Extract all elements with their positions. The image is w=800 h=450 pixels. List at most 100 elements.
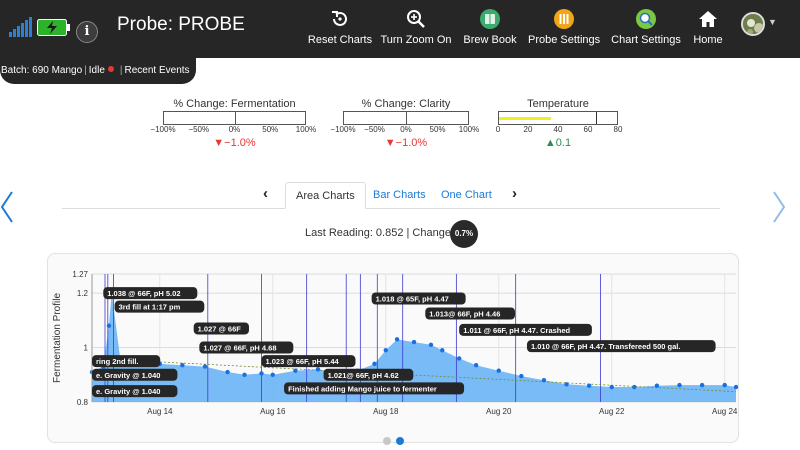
- brew-book-label: Brew Book: [463, 34, 517, 46]
- data-point: [270, 372, 275, 377]
- trend-line: [91, 358, 737, 393]
- chart-tabs: Area Charts Bar Charts One Chart: [62, 182, 720, 209]
- last-reading: Last Reading: 0.852 | Change:: [305, 227, 455, 239]
- gauge-ticks: −100% −50% 0% 50% 100%: [330, 125, 480, 134]
- data-point: [519, 373, 524, 379]
- turn-zoom-on-button[interactable]: Turn Zoom On: [380, 9, 452, 49]
- previous-page-arrow-icon[interactable]: [0, 190, 14, 224]
- idle-indicator-dot: [107, 66, 114, 72]
- zoom-icon: [407, 10, 425, 28]
- x-tick-label: Aug 20: [486, 407, 512, 416]
- y-tick-label: 0.8: [77, 398, 89, 407]
- tab-one-chart[interactable]: One Chart: [441, 189, 492, 201]
- data-point: [180, 363, 185, 368]
- probe-settings-label: Probe Settings: [528, 34, 601, 46]
- gauge-title: % Change: Fermentation: [173, 98, 296, 110]
- battery-charging-icon: [37, 19, 70, 36]
- chart-settings-button[interactable]: Chart Settings: [610, 9, 682, 49]
- annotation-label: 1.011 @ 66F, pH 4.47. Crashed: [463, 326, 570, 335]
- annotation-label: 3rd fill at 1:17 pm: [119, 303, 181, 312]
- pager-dot-2[interactable]: [396, 437, 404, 445]
- signal-strength-icon: [9, 17, 32, 37]
- account-menu-caret-icon[interactable]: ▼: [768, 17, 777, 27]
- recent-events-link[interactable]: Recent Events: [124, 65, 190, 76]
- gauge-value: ▼−1.0%: [213, 137, 256, 149]
- data-point: [315, 367, 321, 372]
- probe-settings-button[interactable]: Probe Settings: [528, 9, 600, 49]
- annotation-label: e. Gravity @ 1.040: [96, 387, 160, 396]
- annotation-label: 1.021@ 66F, pH 4.62: [328, 371, 399, 380]
- data-point: [456, 356, 462, 361]
- pager-dot-1[interactable]: [383, 437, 391, 445]
- annotation-label: 1.018 @ 65F, pH 4.47: [376, 295, 449, 304]
- page-title: Probe: PROBE: [117, 14, 245, 35]
- tabs-prev-arrow[interactable]: ‹: [263, 185, 268, 202]
- annotation-label-box: [526, 340, 716, 353]
- fermentation-chart[interactable]: 0.8 1 1.2 1.27 Aug 14 Aug 16 Aug 18 Aug 20 Aug 2…: [48, 254, 740, 444]
- fermentation-change-gauge: % Change: Fermentation −100% −50% 0% 50%…: [150, 98, 316, 149]
- book-icon: [480, 9, 500, 29]
- data-point: [372, 361, 377, 367]
- data-point: [564, 382, 569, 387]
- annotation-label-box: [459, 323, 592, 336]
- y-axis-label: Fermentation Profile: [52, 293, 63, 383]
- annotation-label: 1.023 @ 66F, pH 5.44: [265, 357, 339, 366]
- gauge-title: Temperature: [527, 98, 589, 110]
- batch-name: Batch: 690 Mango: [1, 65, 83, 76]
- data-point: [202, 364, 208, 369]
- gauge-ticks: 0 20 40 60 80: [495, 125, 623, 134]
- home-label: Home: [693, 34, 723, 46]
- temperature-marker: [595, 112, 597, 124]
- status-bar: Batch: 690 Mango | Idle | Recent Events: [0, 58, 196, 84]
- clarity-change-gauge: % Change: Clarity −100% −50% 0% 50% 100%…: [330, 98, 480, 149]
- probe-state: Idle: [88, 65, 105, 76]
- x-tick-label: Aug 14: [147, 407, 173, 416]
- fermentation-chart-panel: 0.8 1 1.2 1.27 Aug 14 Aug 16 Aug 18 Aug 20 Aug 2…: [47, 253, 739, 443]
- y-tick-label: 1: [84, 344, 89, 353]
- x-tick-label: Aug 22: [599, 407, 625, 416]
- reset-charts-button[interactable]: Reset Charts: [305, 9, 375, 49]
- annotation-label-box: [92, 355, 161, 368]
- home-button[interactable]: Home: [690, 9, 726, 49]
- annotation-label: 1.027 @ 66F, pH 4.68: [203, 344, 276, 353]
- temperature-fill: [499, 117, 551, 120]
- data-point: [259, 371, 264, 376]
- user-avatar-icon: [743, 14, 763, 34]
- chart-settings-label: Chart Settings: [611, 34, 681, 46]
- home-icon: [699, 11, 717, 27]
- turn-zoom-on-label: Turn Zoom On: [380, 34, 452, 46]
- tab-area-charts[interactable]: Area Charts: [285, 182, 366, 209]
- probe-settings-icon: [554, 9, 574, 29]
- gauge-bar: [498, 111, 618, 125]
- temperature-gauge: Temperature 0 20 40 60 80 ▲0.1: [495, 98, 623, 149]
- brew-book-button[interactable]: Brew Book: [462, 9, 518, 49]
- annotation-label-box: [284, 382, 465, 395]
- annotation-label-box: [92, 385, 178, 398]
- data-point: [242, 372, 247, 377]
- data-point: [225, 369, 230, 375]
- tab-bar-charts[interactable]: Bar Charts: [373, 189, 426, 201]
- data-point: [428, 342, 434, 348]
- annotation-label-box: [114, 300, 205, 313]
- x-tick-label: Aug 18: [373, 407, 399, 416]
- avatar[interactable]: [741, 12, 765, 36]
- data-point: [106, 323, 112, 328]
- data-point: [654, 383, 660, 388]
- next-page-arrow-icon[interactable]: [772, 190, 786, 224]
- data-point: [586, 383, 592, 388]
- info-button[interactable]: i: [76, 21, 98, 43]
- data-point: [496, 368, 501, 373]
- chart-settings-icon: [636, 9, 656, 29]
- data-point: [609, 384, 614, 390]
- reset-icon: [332, 11, 347, 26]
- annotation-label-box: [199, 341, 294, 354]
- data-point: [733, 384, 739, 390]
- data-point: [394, 337, 400, 342]
- tabs-next-arrow[interactable]: ›: [512, 185, 517, 202]
- y-tick-label: 1.27: [72, 270, 88, 279]
- gauge-bar: [163, 111, 306, 125]
- data-point: [383, 348, 388, 353]
- annotation-label-box: [92, 368, 178, 381]
- y-tick-label: 1.2: [77, 289, 89, 298]
- gauge-bar: [343, 111, 469, 125]
